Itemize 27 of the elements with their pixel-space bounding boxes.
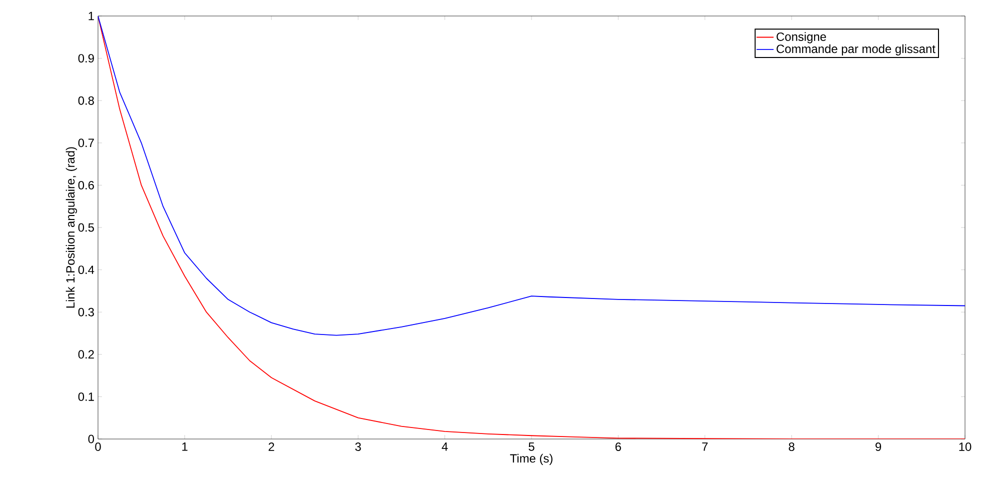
y-tick-label: 0.1 [78,392,94,401]
y-tick-label: 0.5 [78,223,94,232]
x-tick-label: 9 [876,442,882,451]
y-tick-label: 0.4 [78,266,94,274]
y-tick-label: 0.8 [78,96,94,105]
x-tick-label: 4 [442,442,448,451]
y-tick-label: 0.6 [78,180,94,190]
y-tick-label: 0.2 [78,350,94,359]
x-tick-label: 1 [182,442,188,451]
x-tick-label: 8 [788,442,794,451]
x-axis-title: Time (s) [510,454,552,465]
y-axis-title: Link 1:Position angulaire, (rad) [66,147,77,308]
y-tick-label: 0.3 [78,308,94,316]
x-tick-label: 6 [615,442,622,451]
x-tick-label: 3 [355,442,361,451]
x-tick-label: 0 [95,442,101,451]
x-tick-label: 2 [268,442,274,451]
x-tick-label: 5 [528,442,534,451]
y-tick-label: 1 [88,12,94,20]
y-tick-label: 0.9 [78,54,94,63]
legend-label: Commande par mode glissant [776,44,936,56]
x-tick-label: 10 [959,442,972,451]
y-tick-label: 0.7 [78,138,94,148]
x-tick-label: 7 [702,442,708,451]
legend-label: Consigne [776,32,826,44]
line-series [98,16,966,336]
y-tick-label: 0 [88,434,94,444]
